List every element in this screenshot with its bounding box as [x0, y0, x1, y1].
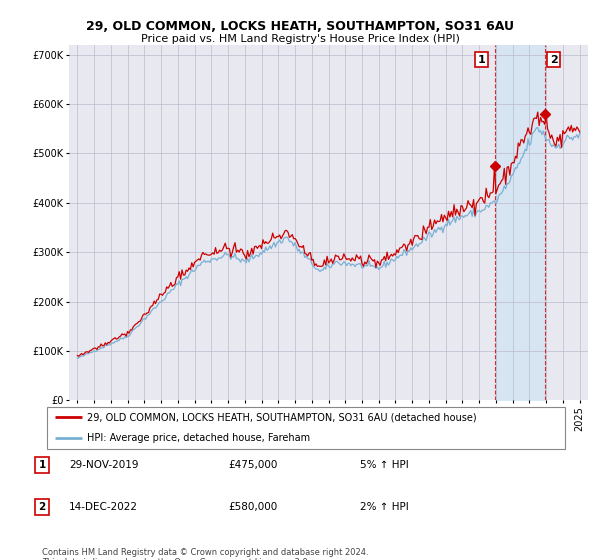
Text: £580,000: £580,000	[228, 502, 277, 512]
Text: HPI: Average price, detached house, Fareham: HPI: Average price, detached house, Fare…	[88, 433, 311, 443]
Text: 29, OLD COMMON, LOCKS HEATH, SOUTHAMPTON, SO31 6AU (detached house): 29, OLD COMMON, LOCKS HEATH, SOUTHAMPTON…	[88, 412, 477, 422]
Text: 1: 1	[478, 55, 485, 64]
Text: 29, OLD COMMON, LOCKS HEATH, SOUTHAMPTON, SO31 6AU: 29, OLD COMMON, LOCKS HEATH, SOUTHAMPTON…	[86, 20, 514, 32]
Text: 5% ↑ HPI: 5% ↑ HPI	[360, 460, 409, 470]
Text: 14-DEC-2022: 14-DEC-2022	[69, 502, 138, 512]
Text: Contains HM Land Registry data © Crown copyright and database right 2024.
This d: Contains HM Land Registry data © Crown c…	[42, 548, 368, 560]
Text: 29-NOV-2019: 29-NOV-2019	[69, 460, 139, 470]
Text: 2: 2	[550, 55, 558, 64]
FancyBboxPatch shape	[47, 407, 565, 449]
Text: 1: 1	[38, 460, 46, 470]
Text: £475,000: £475,000	[228, 460, 277, 470]
Text: 2: 2	[38, 502, 46, 512]
Text: 2% ↑ HPI: 2% ↑ HPI	[360, 502, 409, 512]
Text: Price paid vs. HM Land Registry's House Price Index (HPI): Price paid vs. HM Land Registry's House …	[140, 34, 460, 44]
